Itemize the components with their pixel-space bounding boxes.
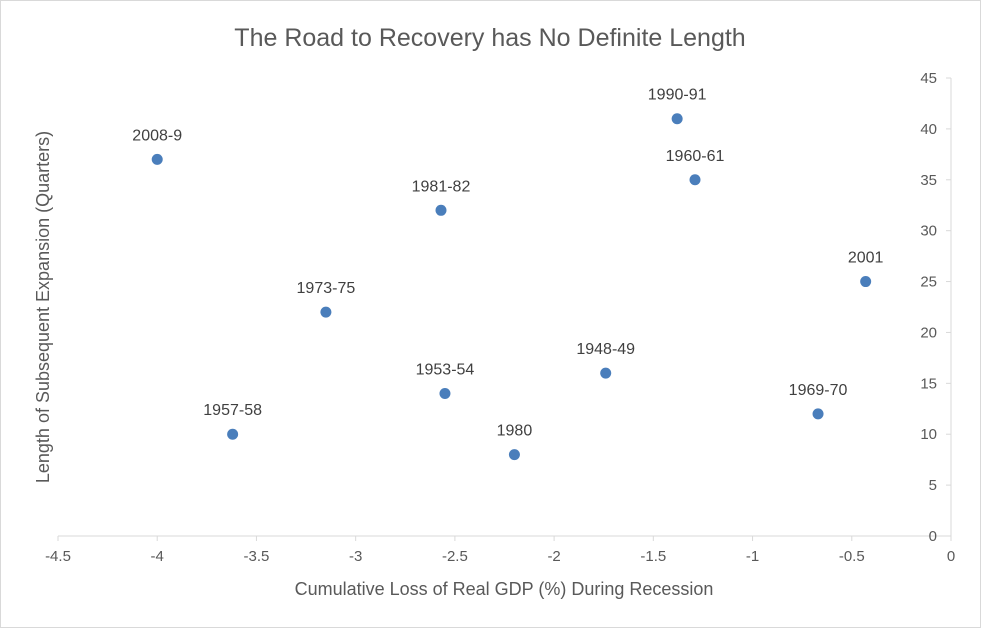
x-tick-label: -3.5 xyxy=(244,548,270,565)
scatter-point xyxy=(227,428,239,440)
y-tick-label: 30 xyxy=(920,223,937,240)
data-labels: 2008-9 1957-58 1973-75 1981-82 1953-54 1980 19… xyxy=(132,87,883,440)
scatter-point xyxy=(689,174,701,186)
x-axis: -4.5 -4 -3.5 -3 -2.5 -2 -1.5 -1 -0.5 0 xyxy=(45,535,955,565)
x-tick-label: 0 xyxy=(947,548,955,565)
scatter-point xyxy=(600,367,612,379)
chart-title: The Road to Recovery has No Definite Len… xyxy=(234,24,745,52)
y-tick-label: 35 xyxy=(920,172,937,189)
x-tick-label: -4 xyxy=(151,548,164,565)
y-tick-label: 20 xyxy=(920,324,937,341)
y-axis-title: Length of Subsequent Expansion (Quarters… xyxy=(33,131,53,483)
x-axis-title: Cumulative Loss of Real GDP (%) During R… xyxy=(295,579,714,599)
x-tick-label: -1 xyxy=(746,548,759,565)
point-label: 1960-61 xyxy=(666,148,725,165)
point-label: 1973-75 xyxy=(297,280,356,297)
y-tick-label: 45 xyxy=(920,70,937,87)
scatter-point xyxy=(860,276,872,288)
point-label: 1953-54 xyxy=(416,362,475,379)
x-tick-label: -1.5 xyxy=(640,548,666,565)
scatter-point xyxy=(508,449,520,461)
scatter-point xyxy=(439,388,451,400)
x-tick-label: -2 xyxy=(547,548,560,565)
y-tick-label: 15 xyxy=(920,375,937,392)
scatter-point xyxy=(151,153,163,165)
data-points xyxy=(151,113,872,461)
y-tick-label: 40 xyxy=(920,121,937,138)
point-label: 1957-58 xyxy=(203,402,262,419)
point-label: 1990-91 xyxy=(648,87,707,104)
point-label: 1948-49 xyxy=(576,341,635,358)
scatter-point xyxy=(812,408,824,420)
y-tick-label: 25 xyxy=(920,274,937,291)
x-tick-label: -2.5 xyxy=(442,548,468,565)
x-tick-label: -3 xyxy=(349,548,362,565)
point-label: 1981-82 xyxy=(412,178,471,195)
y-axis: 0 5 10 15 20 25 30 35 40 45 xyxy=(920,70,952,545)
point-label: 1980 xyxy=(497,423,533,440)
scatter-point xyxy=(435,204,447,216)
y-tick-label: 5 xyxy=(929,477,937,494)
point-label: 2001 xyxy=(848,250,884,267)
scatter-point xyxy=(671,113,683,125)
scatter-point xyxy=(320,306,332,318)
point-label: 2008-9 xyxy=(132,127,182,144)
point-label: 1969-70 xyxy=(789,382,848,399)
y-tick-label: 0 xyxy=(929,528,937,545)
y-tick-label: 10 xyxy=(920,426,937,443)
x-tick-label: -0.5 xyxy=(839,548,865,565)
x-tick-label: -4.5 xyxy=(45,548,71,565)
